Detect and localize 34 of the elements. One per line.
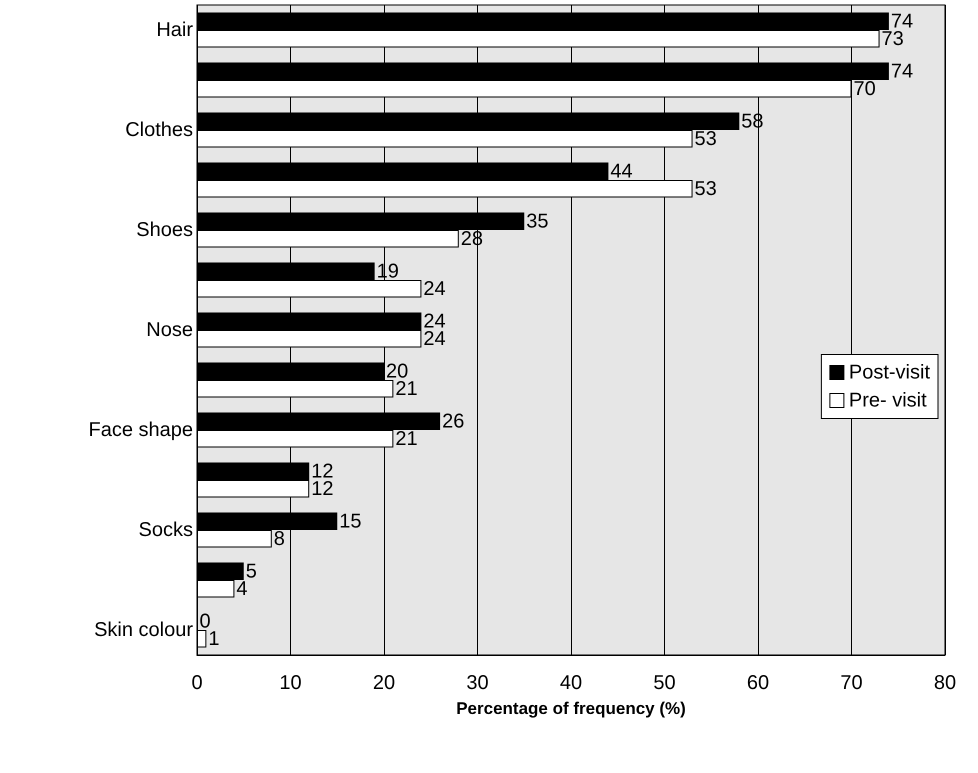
data-label: 4 — [236, 578, 248, 600]
legend-label: Pre- visit — [848, 390, 928, 412]
data-label: 15 — [339, 510, 362, 532]
x-tick-label: 10 — [279, 672, 302, 694]
y-tick-label: Clothes — [125, 119, 193, 141]
x-tick-label: 60 — [746, 672, 770, 694]
x-tick-label: 80 — [934, 672, 956, 694]
data-label: 26 — [442, 410, 464, 432]
y-tick-label: Socks — [138, 519, 193, 541]
x-axis-title: Percentage of frequency (%) — [456, 699, 686, 718]
data-label: 1 — [208, 628, 220, 650]
x-tick-label: 50 — [653, 672, 676, 694]
x-tick-label: 40 — [560, 672, 582, 694]
x-tick-label: 20 — [372, 672, 396, 694]
data-label: 24 — [423, 278, 446, 300]
y-tick-label: Nose — [146, 319, 193, 341]
y-tick-label: Face shape — [88, 419, 193, 441]
x-tick-label: 70 — [840, 672, 863, 694]
data-label: 44 — [610, 160, 633, 182]
data-label: 70 — [854, 78, 876, 100]
data-label: 0 — [200, 610, 211, 632]
y-tick-label: Skin colour — [94, 619, 194, 641]
data-label: 74 — [890, 60, 914, 82]
y-tick-label: Hair — [156, 19, 194, 41]
data-label: 53 — [694, 178, 717, 200]
x-tick-label: 30 — [466, 672, 489, 694]
data-label: 5 — [246, 560, 257, 582]
y-tick-label: Shoes — [136, 219, 193, 241]
data-label: 53 — [694, 128, 717, 150]
data-label: 8 — [274, 528, 285, 550]
legend-label: Post-visit — [848, 362, 930, 384]
data-label: 21 — [395, 428, 418, 450]
data-label: 35 — [526, 210, 548, 232]
x-tick-label: 0 — [191, 672, 203, 694]
